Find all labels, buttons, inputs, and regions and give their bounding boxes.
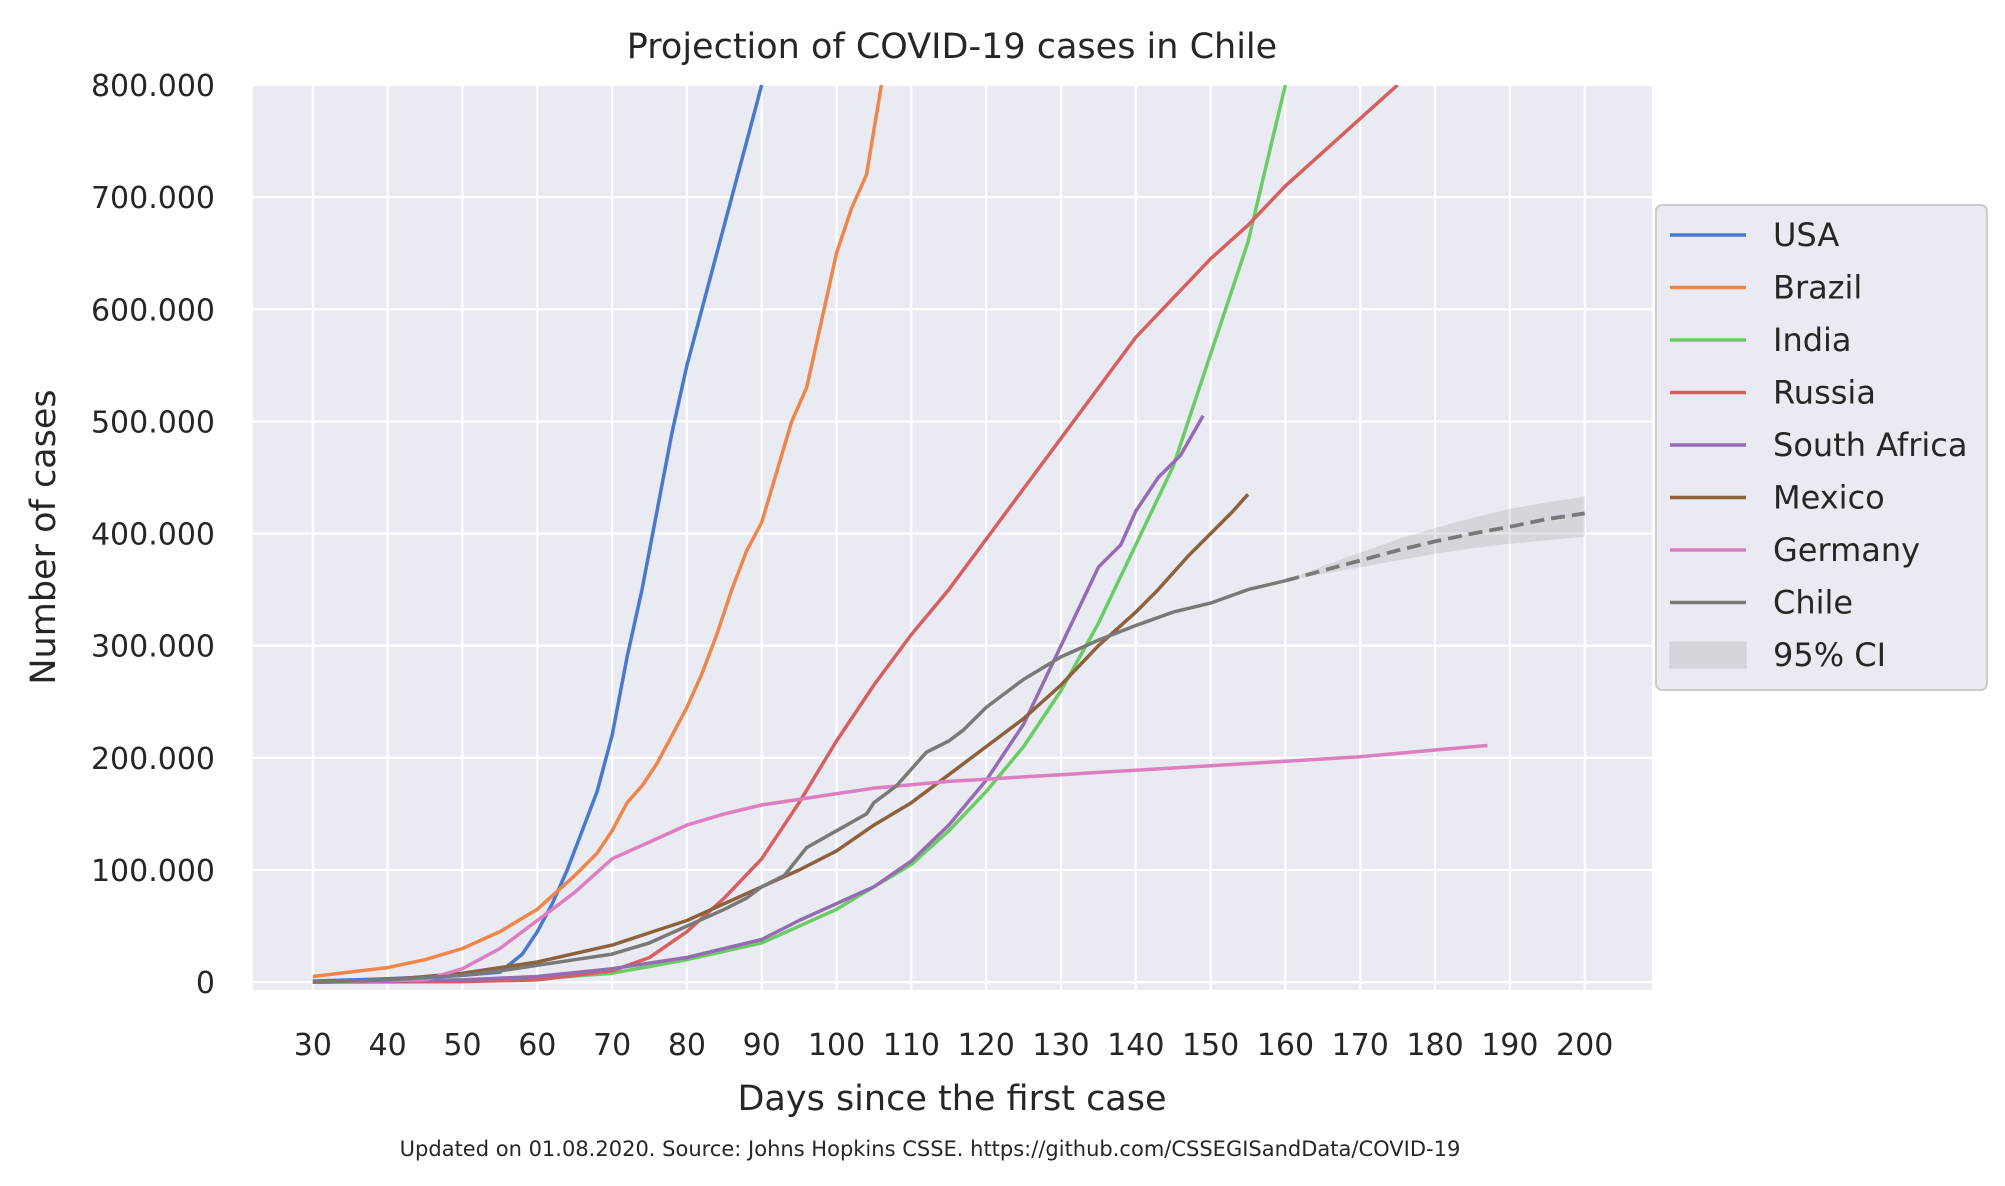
- x-tick-label-160: 160: [1257, 1028, 1314, 1063]
- series-lines: [312, 85, 1585, 984]
- y-tick-label-300000: 300.000: [91, 630, 215, 665]
- legend-frame: [1655, 204, 1988, 691]
- series-line-chile-projection: [1284, 511, 1585, 583]
- y-axis-label: Number of cases: [24, 389, 64, 684]
- legend-label-usa: USA: [1773, 216, 1839, 254]
- x-tick-labels: 30 40 50 60 70 80 90 100 110 120 130 140 150 160 170 18…: [294, 1028, 1614, 1063]
- y-tick-label-200000: 200.000: [91, 742, 215, 777]
- x-tick-label-80: 80: [668, 1028, 706, 1063]
- footnote: Updated on 01.08.2020. Source: Johns Hop…: [400, 1137, 1461, 1161]
- x-axis-label: Days since the first case: [737, 1079, 1166, 1119]
- x-tick-label-30: 30: [294, 1028, 332, 1063]
- x-tick-label-70: 70: [593, 1028, 631, 1063]
- series-line-south-africa: [312, 414, 1205, 984]
- legend: USA Brazil India Russia South Africa Mexico Ge…: [1655, 204, 1988, 691]
- legend-label-south-africa: South Africa: [1773, 426, 1967, 464]
- ci-band: [1285, 496, 1585, 581]
- series-line-brazil: [312, 85, 884, 979]
- x-tick-label-170: 170: [1332, 1028, 1389, 1063]
- legend-label-india: India: [1773, 321, 1852, 359]
- x-tick-label-150: 150: [1182, 1028, 1239, 1063]
- legend-label-russia: Russia: [1773, 374, 1876, 412]
- y-tick-label-800000: 800.000: [91, 69, 215, 104]
- x-tick-label-140: 140: [1107, 1028, 1164, 1063]
- legend-label-chile: Chile: [1773, 584, 1853, 622]
- x-tick-label-110: 110: [883, 1028, 940, 1063]
- x-tick-label-120: 120: [958, 1028, 1015, 1063]
- x-tick-label-40: 40: [369, 1028, 407, 1063]
- y-tick-label-500000: 500.000: [91, 405, 215, 440]
- x-tick-label-100: 100: [808, 1028, 865, 1063]
- x-tick-label-190: 190: [1481, 1028, 1538, 1063]
- series-line-india: [312, 85, 1288, 984]
- legend-label-germany: Germany: [1773, 531, 1920, 569]
- x-tick-label-60: 60: [518, 1028, 556, 1063]
- x-tick-label-50: 50: [443, 1028, 481, 1063]
- y-tick-label-400000: 400.000: [91, 518, 215, 553]
- x-tick-label-200: 200: [1556, 1028, 1613, 1063]
- y-tick-labels: 0 100.000 200.000 300.000 400.000 500.000 600.…: [91, 69, 215, 1001]
- x-tick-label-180: 180: [1406, 1028, 1463, 1063]
- y-tick-label-700000: 700.000: [91, 181, 215, 216]
- legend-label-95-ci: 95% CI: [1773, 636, 1886, 674]
- series-line-mexico: [312, 493, 1250, 984]
- series-line-germany: [312, 743, 1488, 984]
- y-tick-label-0: 0: [196, 966, 215, 1001]
- series-line-chile: [312, 578, 1286, 984]
- plot-background: [253, 85, 1652, 990]
- legend-swatch-ci: [1669, 641, 1747, 669]
- series-line-russia: [312, 85, 1399, 984]
- y-tick-label-600000: 600.000: [91, 293, 215, 328]
- x-tick-label-90: 90: [743, 1028, 781, 1063]
- ci-band-area: [1285, 496, 1585, 581]
- y-tick-label-100000: 100.000: [91, 854, 215, 889]
- x-tick-label-130: 130: [1032, 1028, 1089, 1063]
- chart-title: Projection of COVID-19 cases in Chile: [627, 27, 1277, 67]
- legend-label-mexico: Mexico: [1773, 479, 1885, 517]
- legend-label-brazil: Brazil: [1773, 269, 1862, 307]
